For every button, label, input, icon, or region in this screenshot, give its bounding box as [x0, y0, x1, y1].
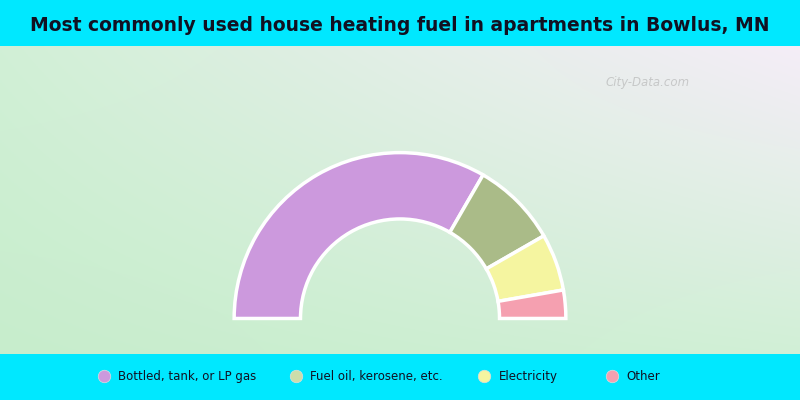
Wedge shape: [234, 153, 483, 318]
Text: Fuel oil, kerosene, etc.: Fuel oil, kerosene, etc.: [310, 370, 443, 382]
Text: Most commonly used house heating fuel in apartments in Bowlus, MN: Most commonly used house heating fuel in…: [30, 16, 770, 35]
Text: City-Data.com: City-Data.com: [606, 76, 690, 90]
Text: Electricity: Electricity: [498, 370, 558, 382]
Text: Other: Other: [626, 370, 660, 382]
Wedge shape: [486, 236, 563, 301]
Wedge shape: [450, 175, 544, 269]
Text: Bottled, tank, or LP gas: Bottled, tank, or LP gas: [118, 370, 257, 382]
Wedge shape: [498, 290, 566, 318]
